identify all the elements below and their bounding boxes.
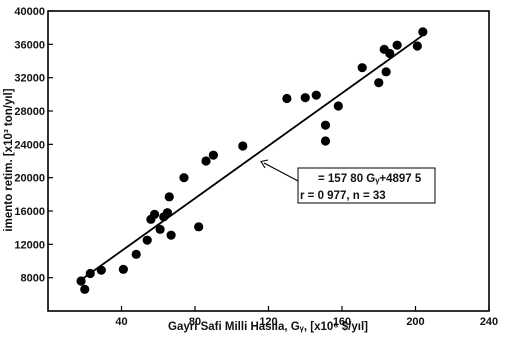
y-tick-label: 20000: [14, 173, 45, 185]
data-point: [118, 264, 128, 274]
y-tick-label: 28000: [14, 106, 45, 118]
x-axis-title: Gayri Safi Milli Hasıla, Gᵧ, [x10⁶ $/yıl…: [168, 321, 368, 333]
data-point: [311, 90, 321, 100]
data-point: [149, 209, 160, 219]
data-point: [333, 101, 343, 111]
data-point: [164, 192, 174, 202]
y-tick-label: 12000: [14, 239, 45, 251]
data-point: [162, 208, 173, 218]
data-point: [166, 230, 176, 240]
annotation-arrowhead: [260, 159, 269, 169]
data-point: [194, 222, 204, 232]
x-tick-label: 240: [480, 316, 498, 328]
data-point: [85, 268, 95, 279]
data-point: [201, 156, 211, 166]
data-point: [392, 40, 402, 50]
data-point: [412, 41, 422, 51]
x-tick-label: 80: [189, 316, 201, 328]
x-tick-label: 40: [115, 316, 127, 328]
data-point: [320, 120, 331, 130]
data-point: [385, 48, 395, 59]
annotation-box: [297, 167, 436, 204]
plot-frame: [47, 10, 490, 312]
y-tick-label: 24000: [14, 139, 45, 151]
x-tick-label: 200: [406, 316, 424, 328]
data-point: [374, 78, 384, 88]
y-axis: 8000 12000 16000 20000 24000 28000 32000 36000 4…: [14, 6, 53, 285]
regression-equation: = 157 80 Gᵧ+4897 5: [318, 173, 422, 185]
y-tick-label: 40000: [14, 6, 45, 18]
data-point: [357, 63, 367, 73]
y-tick-label: 8000: [21, 273, 45, 285]
y-tick-label: 32000: [14, 73, 45, 85]
data-point: [155, 224, 165, 234]
regression-annotation: = 157 80 Gᵧ+4897 5 r = 0 977, n = 33: [260, 159, 436, 204]
data-point: [320, 136, 331, 146]
data-point: [131, 249, 141, 259]
regression-stats: r = 0 977, n = 33: [300, 190, 386, 202]
data-point: [76, 276, 86, 286]
regression-line: [78, 33, 426, 282]
data-point: [300, 93, 310, 103]
x-axis: 40 80 120 160 200 240: [115, 306, 498, 328]
y-axis-title: imento retim. [x10³ ton/yıl]: [3, 88, 15, 231]
y-tick-label: 36000: [14, 39, 45, 51]
data-point: [208, 150, 218, 160]
data-point: [282, 93, 292, 104]
data-point: [142, 235, 152, 245]
x-tick-label: 160: [333, 316, 351, 328]
data-points: [76, 27, 428, 294]
data-point: [80, 284, 90, 294]
x-tick-label: 120: [259, 316, 277, 328]
data-point: [418, 27, 428, 37]
data-point: [238, 141, 248, 151]
annotation-arrow: [263, 162, 301, 183]
data-point: [179, 173, 189, 183]
y-tick-label: 16000: [14, 206, 45, 218]
data-point: [96, 265, 106, 275]
data-point: [381, 67, 391, 77]
